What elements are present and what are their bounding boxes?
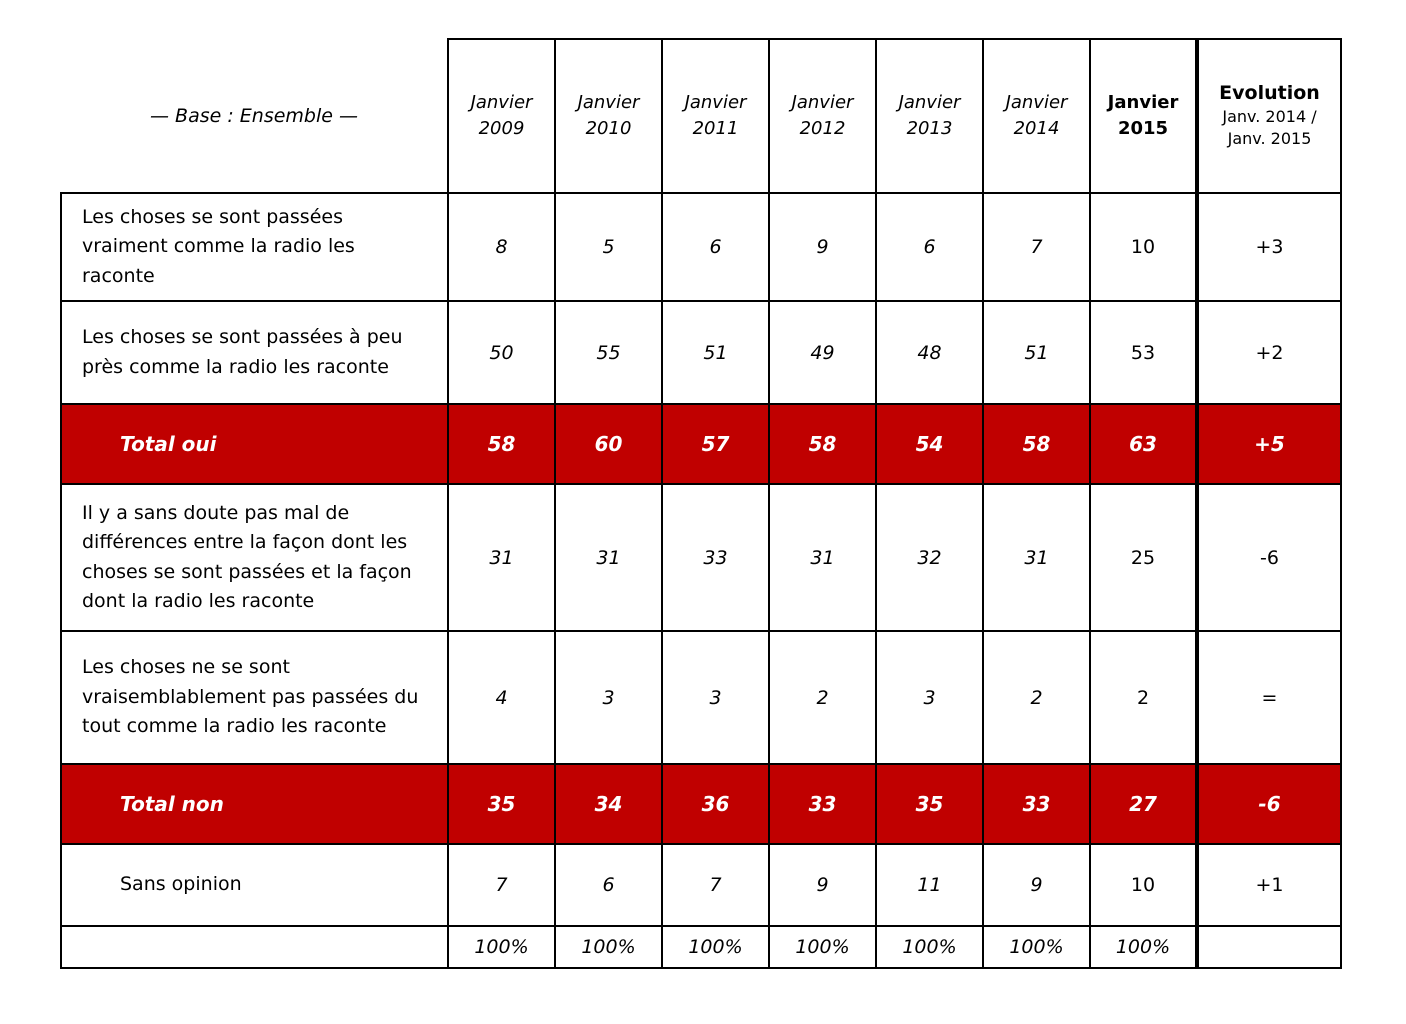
column-header-janvier-2013: Janvier 2013 [875,38,984,194]
value-cell: 25 [1089,483,1198,632]
header-row: — Base : Ensemble — Janvier 2009 Janvier … [61,38,1342,194]
evolution-cell: = [1195,630,1342,765]
row-label: Les choses se sont passées vraiment comm… [60,192,449,302]
value-cell: 6 [661,192,770,302]
value-cell: 7 [661,843,770,927]
value-cell: 100% [982,925,1091,969]
value-cell: 100% [554,925,663,969]
value-cell: 58 [447,403,556,485]
value-cell: 10 [1089,843,1198,927]
data-row: Sans opinion 7 6 7 9 11 9 10 +1 [60,843,1342,927]
value-cell: 54 [875,403,984,485]
evolution-header-subtitle: Janv. 2014 / Janv. 2015 [1222,106,1317,148]
value-cell: 51 [982,300,1091,405]
value-cell: 11 [875,843,984,927]
data-row: Il y a sans doute pas mal de différences… [60,483,1342,632]
value-cell: 51 [661,300,770,405]
evolution-cell [1195,925,1342,969]
value-cell: 7 [982,192,1091,302]
row-label: Les choses se sont passées à peu près co… [60,300,449,405]
value-cell: 2 [768,630,877,765]
value-cell: 33 [661,483,770,632]
value-cell: 33 [768,763,877,845]
value-cell: 27 [1089,763,1198,845]
evolution-cell: +3 [1195,192,1342,302]
value-cell: 35 [875,763,984,845]
column-header-janvier-2009: Janvier 2009 [447,38,556,194]
evolution-cell: -6 [1195,763,1342,845]
value-cell: 31 [768,483,877,632]
row-label: Sans opinion [60,843,449,927]
value-cell: 55 [554,300,663,405]
value-cell: 3 [875,630,984,765]
value-cell: 33 [982,763,1091,845]
value-cell: 8 [447,192,556,302]
value-cell: 58 [768,403,877,485]
value-cell: 6 [875,192,984,302]
table-container: — Base : Ensemble — Janvier 2009 Janvier … [60,38,1342,969]
survey-results-table: — Base : Ensemble — Janvier 2009 Janvier … [60,38,1342,969]
value-cell: 31 [982,483,1091,632]
value-cell: 49 [768,300,877,405]
evolution-cell: +1 [1195,843,1342,927]
value-cell: 100% [1089,925,1198,969]
value-cell: 9 [768,843,877,927]
row-label: Total non [60,763,449,845]
row-label: Les choses ne se sont vraisemblablement … [60,630,449,765]
value-cell: 50 [447,300,556,405]
evolution-cell: +2 [1195,300,1342,405]
value-cell: 35 [447,763,556,845]
row-label: Il y a sans doute pas mal de différences… [60,483,449,632]
value-cell: 7 [447,843,556,927]
column-header-janvier-2011: Janvier 2011 [661,38,770,194]
value-cell: 9 [982,843,1091,927]
column-header-janvier-2015: Janvier 2015 [1089,38,1198,194]
value-cell: 31 [554,483,663,632]
value-cell: 34 [554,763,663,845]
value-cell: 2 [1089,630,1198,765]
value-cell: 2 [982,630,1091,765]
value-cell: 60 [554,403,663,485]
total-row: Total oui 58 60 57 58 54 58 63 +5 [60,403,1342,485]
column-header-evolution: Evolution Janv. 2014 / Janv. 2015 [1195,38,1342,194]
column-header-janvier-2010: Janvier 2010 [554,38,663,194]
value-cell: 100% [875,925,984,969]
column-header-janvier-2014: Janvier 2014 [982,38,1091,194]
evolution-cell: -6 [1195,483,1342,632]
data-row: Les choses ne se sont vraisemblablement … [60,630,1342,765]
footer-row: 100% 100% 100% 100% 100% 100% 100% [60,925,1342,969]
value-cell: 3 [554,630,663,765]
evolution-header-title: Evolution [1219,81,1320,104]
value-cell: 6 [554,843,663,927]
value-cell: 100% [447,925,556,969]
value-cell: 48 [875,300,984,405]
column-header-janvier-2012: Janvier 2012 [768,38,877,194]
value-cell: 57 [661,403,770,485]
value-cell: 63 [1089,403,1198,485]
value-cell: 58 [982,403,1091,485]
value-cell: 53 [1089,300,1198,405]
row-label: Total oui [60,403,449,485]
value-cell: 3 [661,630,770,765]
data-row: Les choses se sont passées vraiment comm… [60,192,1342,302]
value-cell: 9 [768,192,877,302]
base-label: — Base : Ensemble — [150,104,358,127]
value-cell: 5 [554,192,663,302]
value-cell: 36 [661,763,770,845]
evolution-cell: +5 [1195,403,1342,485]
total-row: Total non 35 34 36 33 35 33 27 -6 [60,763,1342,845]
value-cell: 31 [447,483,556,632]
value-cell: 100% [661,925,770,969]
value-cell: 10 [1089,192,1198,302]
row-label [60,925,449,969]
data-row: Les choses se sont passées à peu près co… [60,300,1342,405]
value-cell: 4 [447,630,556,765]
value-cell: 32 [875,483,984,632]
value-cell: 100% [768,925,877,969]
